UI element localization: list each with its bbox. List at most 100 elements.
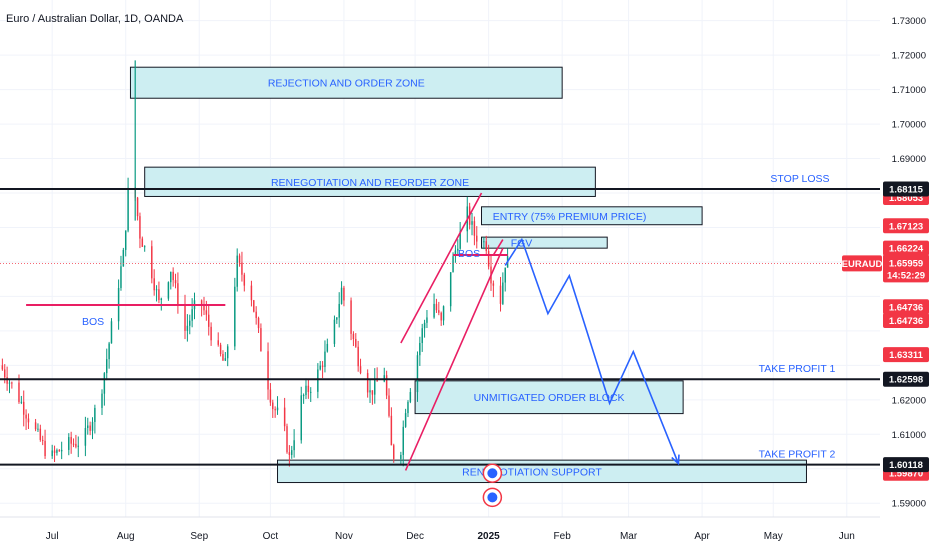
candle-body: [440, 312, 442, 321]
time-tick-label: Jul: [46, 531, 59, 542]
zone-box[interactable]: [144, 166, 596, 197]
candle-body: [158, 289, 160, 300]
candle-body: [136, 197, 139, 217]
candle-body: [68, 437, 70, 450]
candle-body: [260, 328, 262, 352]
candle-body: [267, 351, 269, 390]
candle-body: [305, 385, 307, 396]
price-badge: [883, 218, 929, 234]
candle-body: [502, 282, 504, 304]
candle-body: [333, 319, 336, 344]
projection-arrowhead: [671, 454, 680, 466]
candle-body: [307, 385, 310, 393]
candle-body: [404, 413, 407, 427]
candle-body: [120, 266, 122, 288]
price-tick-label: 1.59000: [892, 499, 926, 510]
time-tick-label: 2025: [478, 531, 501, 542]
last-price-text: 1.65959: [889, 258, 923, 269]
candle-body: [321, 365, 324, 367]
candle-body: [108, 343, 110, 360]
candle-body: [141, 238, 144, 247]
candle-body: [393, 445, 395, 459]
candle-body: [257, 317, 260, 329]
candle-body: [72, 443, 75, 445]
candle-body: [350, 300, 352, 334]
price-badge-text: 1.68053: [889, 193, 923, 204]
time-axis[interactable]: Jul Aug Sep Oct Nov Dec 2025 Feb Mar Apr May Jun: [0, 516, 880, 542]
zone-box[interactable]: [414, 380, 684, 415]
candle-body: [143, 246, 146, 248]
price-tick-label: 1.73000: [892, 16, 926, 27]
candle-body: [374, 378, 376, 395]
price-badge-text: 1.64736: [889, 316, 923, 327]
candle-body: [8, 382, 11, 384]
candle-body: [300, 395, 302, 441]
candle-body: [241, 262, 243, 275]
time-tick-label: Dec: [406, 531, 424, 542]
candle-body: [77, 445, 80, 447]
level-price-badge-text: 1.60118: [889, 460, 923, 471]
price-tick-label: 1.70000: [892, 120, 926, 131]
wedge-line-inner[interactable]: [492, 239, 504, 256]
candle-body: [56, 450, 58, 453]
price-badge-text: 1.63311: [889, 350, 924, 361]
candle-body: [317, 369, 319, 392]
time-tick-label: Nov: [335, 531, 353, 542]
candle-body: [226, 346, 229, 359]
bos-label: BOS: [82, 316, 104, 328]
time-tick-label: Oct: [263, 531, 279, 542]
zone-label: ENTRY (75% PREMIUM PRICE): [493, 211, 647, 223]
candle-body: [421, 328, 423, 343]
price-axis[interactable]: 1.59000 1.61000 1.62000 1.69000 1.70000 1.710…: [842, 0, 932, 517]
candle-body: [390, 415, 393, 446]
wedge-line-upper[interactable]: [400, 192, 483, 344]
zone-box[interactable]: [277, 459, 807, 484]
candle-body: [286, 426, 288, 453]
candle-body: [385, 375, 388, 396]
time-tick-label: Aug: [117, 531, 135, 542]
price-badge: [883, 299, 929, 315]
candle-body: [409, 392, 412, 402]
candle-body: [39, 428, 42, 440]
zone-label: UNMITIGATED ORDER BLOCK: [474, 392, 625, 404]
wedge-line-lower[interactable]: [404, 247, 504, 471]
price-badge-text: 1.64736: [889, 302, 923, 313]
candle-body: [91, 421, 94, 431]
level-label: TAKE PROFIT 2: [759, 449, 836, 461]
projection-path[interactable]: [504, 237, 680, 464]
zone-box[interactable]: [481, 206, 703, 226]
candle-body: [151, 246, 153, 279]
candle-body: [452, 256, 454, 273]
price-tick-label: 1.72000: [892, 51, 926, 62]
candle-body: [60, 449, 63, 452]
candle-body: [155, 289, 158, 291]
candle-body: [459, 231, 461, 249]
candle-body: [371, 390, 374, 395]
candle-body: [110, 321, 113, 344]
candle-body: [89, 425, 91, 431]
zone-box[interactable]: [129, 66, 563, 99]
candle-body: [253, 300, 255, 312]
candle-body: [6, 377, 8, 384]
candle-body: [338, 303, 340, 318]
candle-body: [124, 230, 127, 250]
candle-body: [25, 414, 27, 419]
candle-body: [210, 326, 212, 341]
candle-body: [487, 251, 490, 267]
candle-body: [207, 314, 210, 327]
annotations-layer: BOS BOS: [26, 192, 680, 508]
candle-body: [400, 454, 402, 459]
level-price-badge: [883, 181, 929, 197]
candle-body: [336, 317, 338, 320]
level-price-badge: [883, 457, 929, 473]
level-price-badge-text: 1.62598: [889, 375, 923, 386]
candle-body: [419, 342, 421, 356]
zone-box[interactable]: [481, 236, 608, 249]
candle-body: [139, 216, 141, 239]
candle-body: [205, 310, 208, 315]
candle-body: [224, 358, 227, 361]
candle-body: [283, 407, 286, 427]
candle-body: [189, 320, 191, 326]
candle-body: [499, 285, 502, 304]
